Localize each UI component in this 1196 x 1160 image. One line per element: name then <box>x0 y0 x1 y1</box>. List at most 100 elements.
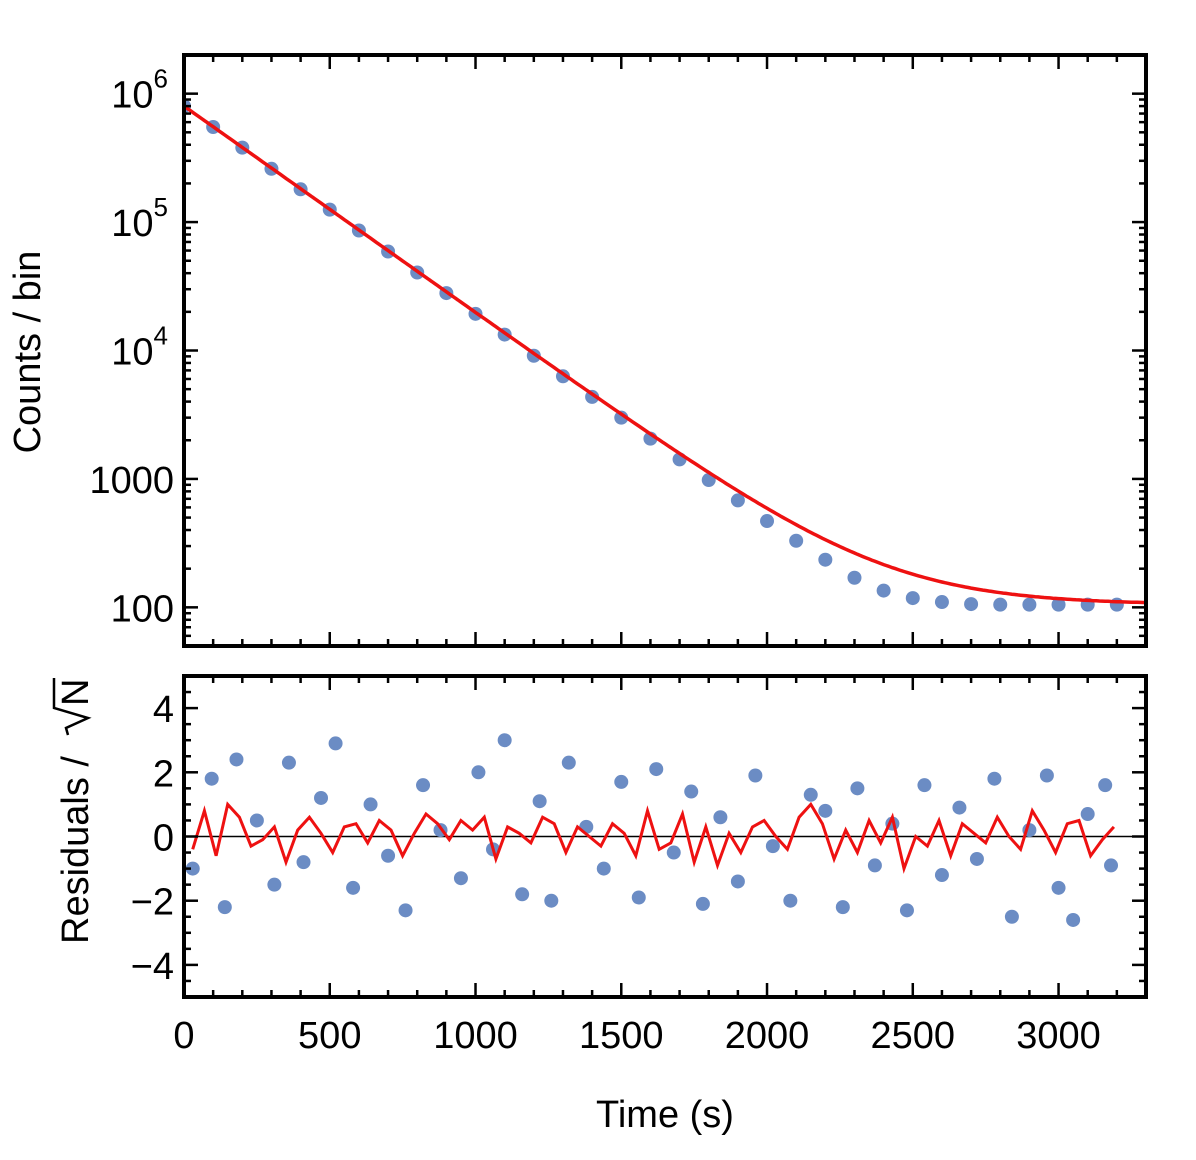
x-tick-labels: 0 500 1000 1500 2000 2500 3000 <box>173 1015 1100 1057</box>
residual-point <box>328 736 343 751</box>
residual-point <box>1066 912 1081 927</box>
y-tick-label: 106 <box>111 64 168 117</box>
residual-point <box>934 868 949 883</box>
residual-point <box>1104 858 1119 873</box>
y-tick-label: 105 <box>111 192 168 245</box>
data-point <box>760 514 775 529</box>
residual-point <box>561 755 576 770</box>
data-point <box>905 591 920 606</box>
residual-point <box>803 787 818 802</box>
residual-point <box>398 903 413 918</box>
residual-point <box>713 810 728 825</box>
top-y-tick-labels: 106 105 104 1000 100 <box>89 64 174 631</box>
residual-smoothed-line <box>191 801 1116 874</box>
x-tick-label: 1000 <box>433 1015 518 1057</box>
residual-point <box>684 784 699 799</box>
residual-point <box>969 851 984 866</box>
x-tick-label: 3000 <box>1016 1015 1101 1057</box>
data-point <box>730 493 745 508</box>
top-panel: 106 105 104 1000 100 Counts / bin <box>7 53 1148 648</box>
residual-point <box>249 813 264 828</box>
data-point <box>993 597 1008 612</box>
residual-point <box>987 771 1002 786</box>
residual-point <box>730 874 745 889</box>
residual-point <box>917 778 932 793</box>
sqrt-symbol <box>52 678 92 736</box>
y-tick-label: 104 <box>111 321 168 374</box>
residual-point <box>346 880 361 895</box>
residual-point <box>471 765 486 780</box>
residual-point <box>1080 807 1095 822</box>
data-point <box>614 410 629 425</box>
residual-point <box>850 781 865 796</box>
sqrt-n-label: N <box>55 679 97 706</box>
residual-point <box>614 774 629 789</box>
residual-point <box>453 871 468 886</box>
bottom-panel: 4 2 0 −2 −4 0 500 1000 1500 2000 2500 3000 Residua… <box>52 674 1148 1136</box>
residual-point <box>1039 768 1054 783</box>
residual-point <box>596 861 611 876</box>
x-tick-label: 1500 <box>579 1015 664 1057</box>
residual-point <box>217 900 232 915</box>
residual-point <box>631 890 646 905</box>
residual-point <box>381 848 396 863</box>
residual-point <box>1098 778 1113 793</box>
residual-point <box>281 755 296 770</box>
data-point <box>847 570 862 585</box>
residual-point <box>952 800 967 815</box>
data-point <box>964 597 979 612</box>
y-tick-label: 4 <box>153 689 174 731</box>
top-y-axis-title: Counts / bin <box>7 251 49 454</box>
residual-point <box>314 790 329 805</box>
residual-point <box>899 903 914 918</box>
y-tick-label: 2 <box>153 753 174 795</box>
fit-curve <box>184 104 1146 605</box>
residual-point <box>416 778 431 793</box>
data-point <box>876 583 891 598</box>
residual-point <box>867 858 882 873</box>
residual-point <box>185 861 200 876</box>
residual-point <box>515 887 530 902</box>
residual-point <box>748 768 763 783</box>
residual-point <box>204 771 219 786</box>
y-tick-label: 100 <box>111 588 174 630</box>
y-tick-label: −2 <box>131 882 174 924</box>
data-point <box>1022 597 1037 612</box>
top-plot-data <box>184 99 1146 612</box>
residual-point <box>818 803 833 818</box>
y-tick-label: 0 <box>153 818 174 860</box>
y-tick-label: −4 <box>131 946 174 988</box>
bottom-frame <box>182 674 1148 999</box>
data-point <box>1051 597 1066 612</box>
bottom-y-tick-labels: 4 2 0 −2 −4 <box>131 689 174 988</box>
top-frame <box>182 53 1148 648</box>
residual-point <box>835 900 850 915</box>
x-axis-title: Time (s) <box>596 1094 734 1136</box>
bottom-y-axis-title: Residuals / N <box>52 678 97 944</box>
residual-point <box>229 752 244 767</box>
residual-point <box>1004 909 1019 924</box>
data-point <box>934 595 949 610</box>
x-tick-label: 0 <box>173 1015 194 1057</box>
residual-point <box>497 733 512 748</box>
residual-point <box>363 797 378 812</box>
data-point <box>789 533 804 548</box>
y-tick-label: 1000 <box>89 460 174 502</box>
bottom-plot-data <box>184 733 1146 927</box>
residual-point <box>532 794 547 809</box>
x-tick-label: 2000 <box>725 1015 810 1057</box>
residual-point <box>666 845 681 860</box>
data-point <box>1109 597 1124 612</box>
residual-point <box>649 762 664 777</box>
residual-point <box>783 893 798 908</box>
x-tick-label: 2500 <box>871 1015 956 1057</box>
residual-point <box>695 896 710 911</box>
residual-point <box>765 839 780 854</box>
residual-point <box>267 877 282 892</box>
residuals-label-text: Residuals / <box>55 756 97 944</box>
x-tick-label: 500 <box>298 1015 361 1057</box>
residual-point <box>544 893 559 908</box>
data-point <box>818 552 833 567</box>
